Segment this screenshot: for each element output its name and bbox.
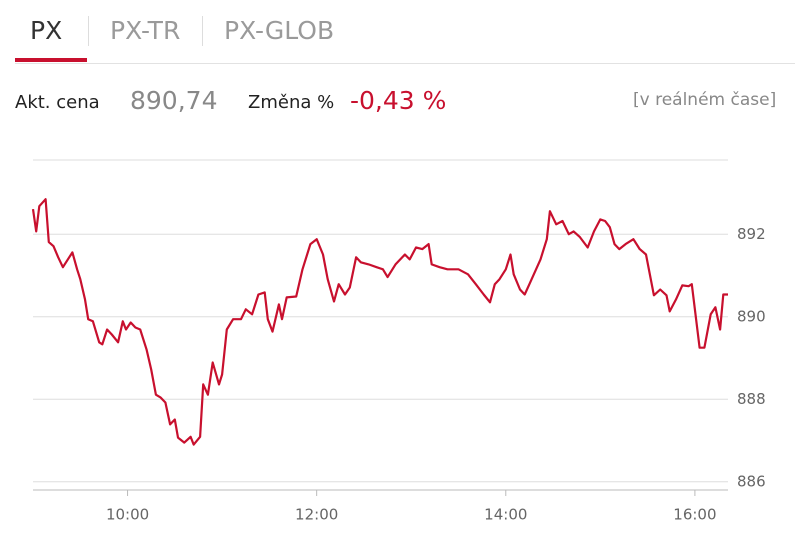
price-line (31, 198, 728, 446)
tab-separator (202, 16, 203, 46)
change-value: -0,43 % (350, 86, 447, 115)
x-tick-label: 14:00 (484, 506, 527, 524)
y-tick-label: 890 (737, 307, 766, 325)
x-tick-label: 12:00 (295, 506, 338, 524)
y-tick-label: 888 (737, 390, 766, 408)
price-value: 890,74 (130, 86, 218, 115)
realtime-note: [v reálném čase] (633, 90, 777, 110)
tab-border (15, 63, 795, 64)
y-tick-label: 886 (737, 472, 766, 490)
change-label: Změna % (248, 92, 335, 113)
tab[interactable]: PX-TR (110, 16, 181, 45)
price-label: Akt. cena (15, 92, 100, 113)
tab-underline (15, 58, 87, 62)
tab[interactable]: PX-GLOB (224, 16, 335, 45)
tab-separator (88, 16, 89, 46)
y-tick-label: 892 (737, 225, 766, 243)
x-tick-label: 10:00 (106, 506, 149, 524)
tab-active[interactable]: PX (30, 16, 63, 45)
x-tick-label: 16:00 (673, 506, 716, 524)
